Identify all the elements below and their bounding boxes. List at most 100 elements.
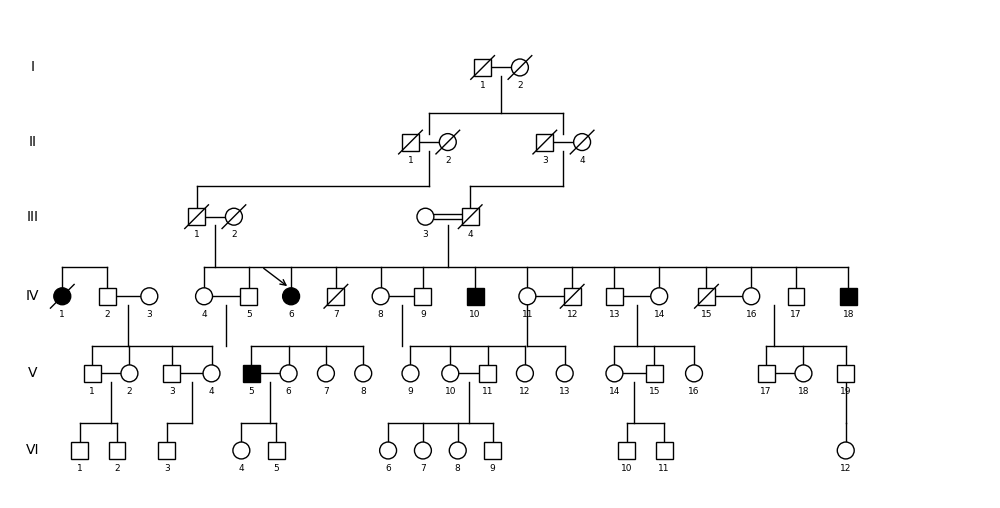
Circle shape <box>574 134 591 150</box>
Circle shape <box>141 288 158 305</box>
Circle shape <box>743 288 760 305</box>
Bar <box>243 365 260 382</box>
Bar <box>462 208 479 225</box>
Circle shape <box>417 208 434 225</box>
Bar <box>758 365 775 382</box>
Circle shape <box>283 288 300 305</box>
Text: 10: 10 <box>621 464 633 473</box>
Text: 2: 2 <box>127 387 132 396</box>
Text: 4: 4 <box>239 464 244 473</box>
Bar <box>840 288 857 305</box>
Text: 8: 8 <box>360 387 366 396</box>
Bar <box>467 288 484 305</box>
Bar <box>71 442 88 459</box>
Circle shape <box>196 288 213 305</box>
Circle shape <box>651 288 668 305</box>
Circle shape <box>414 442 431 459</box>
Text: 7: 7 <box>333 310 339 319</box>
Circle shape <box>280 365 297 382</box>
Circle shape <box>449 442 466 459</box>
Bar <box>327 288 344 305</box>
Bar <box>402 134 419 150</box>
Text: 4: 4 <box>201 310 207 319</box>
Text: 5: 5 <box>273 464 279 473</box>
Circle shape <box>54 288 71 305</box>
Text: 12: 12 <box>840 464 851 473</box>
Text: 9: 9 <box>490 464 495 473</box>
Text: 18: 18 <box>798 387 809 396</box>
Text: 4: 4 <box>467 230 473 239</box>
Text: 13: 13 <box>609 310 620 319</box>
Text: 1: 1 <box>408 155 413 165</box>
Circle shape <box>795 365 812 382</box>
Bar <box>536 134 553 150</box>
Circle shape <box>225 208 242 225</box>
Bar <box>188 208 205 225</box>
Text: 2: 2 <box>104 310 110 319</box>
Text: 17: 17 <box>760 387 772 396</box>
Text: 2: 2 <box>517 81 523 90</box>
Text: II: II <box>28 135 36 149</box>
Circle shape <box>372 288 389 305</box>
Text: 17: 17 <box>790 310 802 319</box>
Circle shape <box>233 442 250 459</box>
Text: 11: 11 <box>658 464 670 473</box>
Text: 15: 15 <box>701 310 712 319</box>
Text: 10: 10 <box>469 310 481 319</box>
Text: 7: 7 <box>323 387 329 396</box>
Text: 1: 1 <box>77 464 83 473</box>
Text: 14: 14 <box>609 387 620 396</box>
Text: 3: 3 <box>169 387 175 396</box>
Text: 18: 18 <box>842 310 854 319</box>
Text: IV: IV <box>26 289 39 303</box>
Text: 16: 16 <box>688 387 700 396</box>
Text: 8: 8 <box>455 464 461 473</box>
Bar <box>656 442 673 459</box>
Bar <box>788 288 804 305</box>
Text: V: V <box>28 366 37 380</box>
Text: I: I <box>30 60 34 75</box>
Circle shape <box>686 365 702 382</box>
Bar <box>109 442 125 459</box>
Circle shape <box>511 59 528 76</box>
Text: 3: 3 <box>542 155 548 165</box>
Text: 12: 12 <box>566 310 578 319</box>
Bar <box>84 365 101 382</box>
Circle shape <box>203 365 220 382</box>
Text: 5: 5 <box>246 310 252 319</box>
Bar <box>618 442 635 459</box>
Circle shape <box>439 134 456 150</box>
Bar <box>268 442 285 459</box>
Text: 3: 3 <box>423 230 428 239</box>
Text: 9: 9 <box>420 310 426 319</box>
Text: 1: 1 <box>194 230 199 239</box>
Text: 9: 9 <box>408 387 413 396</box>
Text: 12: 12 <box>519 387 531 396</box>
Text: 7: 7 <box>420 464 426 473</box>
Text: 2: 2 <box>231 230 237 239</box>
Circle shape <box>355 365 372 382</box>
Bar <box>414 288 431 305</box>
Bar <box>837 365 854 382</box>
Text: 4: 4 <box>209 387 214 396</box>
Text: 15: 15 <box>648 387 660 396</box>
Text: 6: 6 <box>286 387 291 396</box>
Bar <box>240 288 257 305</box>
Bar <box>606 288 623 305</box>
Text: 10: 10 <box>445 387 456 396</box>
Circle shape <box>442 365 459 382</box>
Text: 13: 13 <box>559 387 570 396</box>
Text: 6: 6 <box>288 310 294 319</box>
Text: 1: 1 <box>59 310 65 319</box>
Text: 11: 11 <box>482 387 493 396</box>
Text: 19: 19 <box>840 387 851 396</box>
Circle shape <box>556 365 573 382</box>
Circle shape <box>516 365 533 382</box>
Text: 1: 1 <box>480 81 485 90</box>
Bar <box>564 288 581 305</box>
Circle shape <box>837 442 854 459</box>
Bar <box>646 365 663 382</box>
Bar <box>158 442 175 459</box>
Text: 3: 3 <box>146 310 152 319</box>
Circle shape <box>121 365 138 382</box>
